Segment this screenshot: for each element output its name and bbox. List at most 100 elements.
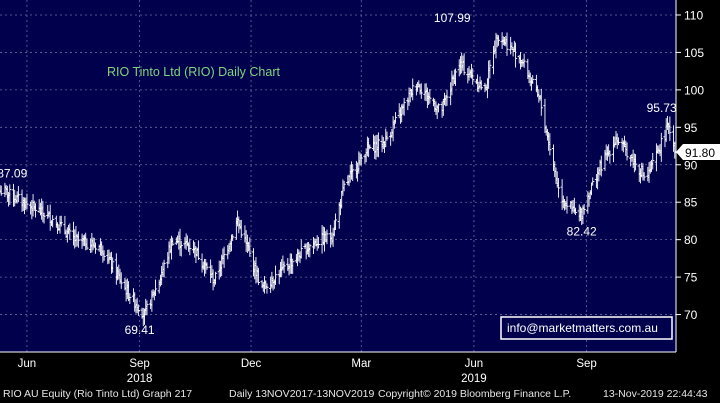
x-tick-label: Jun [18, 358, 37, 370]
ohlc-bar [599, 155, 603, 177]
ohlc-bar [510, 42, 514, 50]
ohlc-bar [659, 132, 663, 162]
ohlc-bar [265, 283, 269, 294]
footer-copyright: Copyright© 2019 Bloomberg Finance L.P. [378, 388, 572, 400]
ohlc-bar [136, 304, 140, 316]
footer-bar: RIO AU Equity (Rio Tinto Ltd) Graph 217 … [0, 384, 720, 403]
ohlc-bar [119, 272, 123, 289]
plot-background [0, 0, 676, 352]
ohlc-bar [488, 59, 492, 79]
ohlc-bar [591, 177, 595, 185]
ohlc-bar [325, 229, 329, 245]
ohlc-bar [213, 271, 218, 285]
y-tick-label: 110 [684, 8, 703, 22]
ohlc-bar [0, 185, 3, 196]
annotation-label: 82.42 [567, 225, 597, 239]
footer-ticker: RIO AU Equity (Rio Tinto Ltd) Graph 217 [3, 388, 193, 400]
ohlc-bar [462, 53, 466, 76]
ohlc-bar [539, 88, 543, 116]
footer-range: Daily 13NOV2017-13NOV2019 [229, 388, 375, 400]
last-price-label: 91.80 [685, 146, 715, 160]
ohlc-bar [376, 132, 381, 158]
annotation-label: 107.99 [434, 11, 471, 25]
ohlc-bar [589, 182, 594, 196]
ohlc-bar [145, 300, 149, 316]
y-tick-label: 95 [684, 121, 698, 135]
ohlc-bar [85, 238, 89, 250]
ohlc-bar [282, 261, 286, 274]
ohlc-bar [205, 262, 209, 270]
ohlc-bar [179, 240, 183, 257]
ohlc-bar [8, 184, 12, 205]
ohlc-bar [491, 45, 496, 75]
x-year-label: 2018 [127, 373, 153, 385]
ohlc-bar [196, 240, 200, 261]
ohlc-bar [193, 242, 197, 258]
ohlc-bar [642, 172, 646, 181]
ohlc-bar [513, 42, 518, 68]
ohlc-bar [565, 196, 569, 214]
date-axis-background [0, 352, 720, 384]
ohlc-bar [33, 203, 38, 218]
ohlc-bar [368, 144, 372, 150]
ohlc-bar [445, 89, 449, 106]
ohlc-bar [273, 265, 278, 286]
x-tick-label: Sep [129, 358, 149, 370]
ohlc-bar [256, 267, 260, 286]
ohlc-bar [651, 153, 655, 170]
date-axis: Jun Sep Dec Mar Jun Sep 2018 2019 [0, 351, 676, 385]
y-tick-label: 80 [684, 233, 698, 247]
watermark-box: info@marketmatters.com.au [500, 316, 673, 340]
ohlc-bar [359, 153, 363, 166]
ohlc-bar [616, 137, 621, 146]
watermark-text: info@marketmatters.com.au [507, 321, 658, 335]
y-tick-label: 90 [684, 158, 698, 172]
ohlc-bar [188, 238, 192, 256]
ohlc-bar [428, 88, 432, 104]
ohlc-bar [333, 213, 338, 230]
ohlc-bar [402, 97, 406, 116]
x-tick-label: Sep [576, 358, 596, 370]
ohlc-bar [548, 133, 552, 156]
x-tick-label: Mar [351, 358, 371, 370]
ohlc-bar [128, 293, 132, 304]
ohlc-bar [587, 192, 591, 207]
y-tick-label: 75 [684, 271, 698, 285]
ohlc-bar [471, 68, 475, 85]
x-tick-label: Jun [465, 358, 484, 370]
ohlc-bar [668, 116, 672, 141]
ohlc-bar [51, 215, 55, 228]
ohlc-bar [505, 32, 509, 56]
y-tick-label: 85 [684, 196, 698, 210]
ohlc-bar [479, 80, 483, 90]
ohlc-bar [522, 53, 526, 68]
annotation-label: 69.41 [125, 323, 155, 337]
last-price-marker: 91.80 [676, 144, 720, 160]
price-axis: 70 75 80 85 90 95 100 105 110 [675, 0, 704, 352]
ohlc-bar [16, 186, 20, 203]
ohlc-bar [556, 178, 561, 198]
ohlc-bar [102, 250, 106, 261]
ohlc-bar [171, 237, 175, 246]
ohlc-bar [162, 259, 166, 278]
ohlc-bar [582, 204, 586, 215]
ohlc-bar [411, 78, 415, 101]
ohlc-bar [68, 223, 72, 240]
ohlc-bars [0, 32, 678, 327]
gridlines [0, 0, 676, 352]
ohlc-bar [25, 193, 29, 210]
ohlc-bar [393, 112, 398, 123]
ohlc-bar [239, 219, 243, 239]
ohlc-bar [76, 231, 80, 248]
ohlc-bar [342, 180, 346, 192]
ohlc-bar [385, 131, 389, 141]
ohlc-bar [633, 154, 638, 171]
ohlc-bar [42, 212, 46, 224]
ohlc-bar [453, 68, 458, 86]
footer-timestamp: 13-Nov-2019 22:44:43 [603, 388, 708, 400]
ohlc-bar [299, 239, 303, 259]
y-tick-label: 70 [684, 308, 698, 322]
ohlc-bar [608, 150, 612, 164]
annotation-label: 87.09 [0, 167, 28, 181]
